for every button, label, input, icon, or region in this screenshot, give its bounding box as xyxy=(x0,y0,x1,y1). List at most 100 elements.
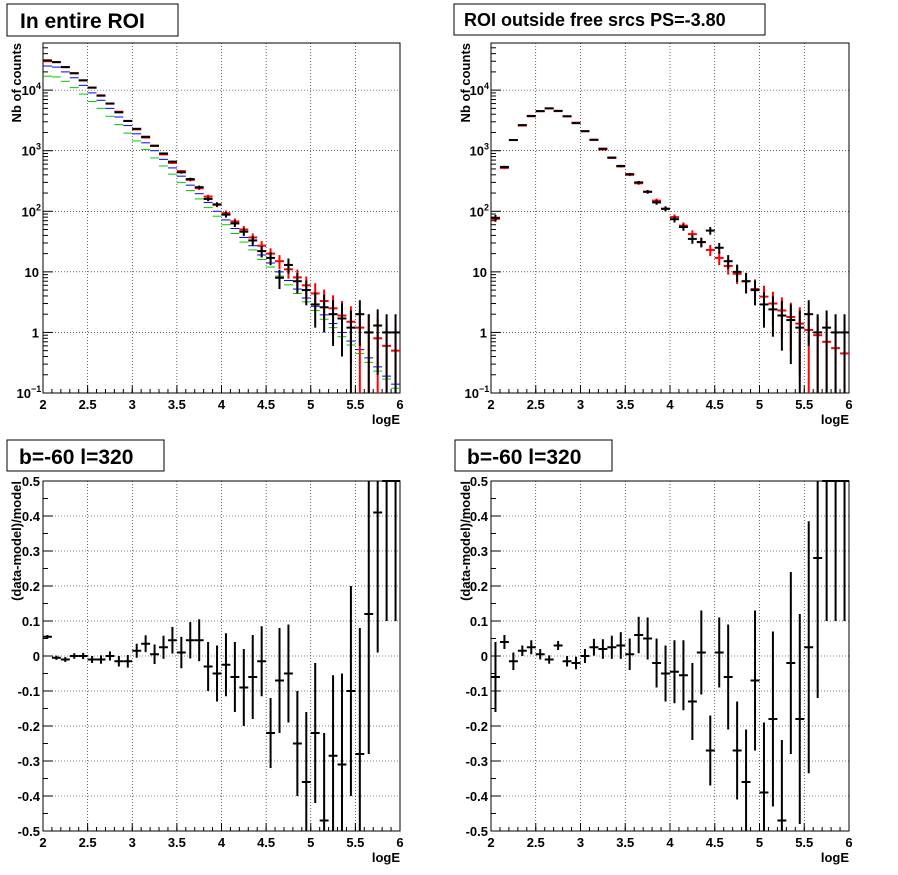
data-point xyxy=(391,480,400,621)
x-tick-label: 4.5 xyxy=(706,397,724,412)
y-tick-label: 10 xyxy=(470,204,484,219)
data-point xyxy=(831,480,841,621)
x-tick-label: 2 xyxy=(39,835,46,850)
x-tick-label: 4 xyxy=(218,397,226,412)
y-tick-label: -0.4 xyxy=(18,789,41,804)
y-axis-label: Nb of counts xyxy=(458,43,473,122)
data-point xyxy=(328,675,338,831)
data-point xyxy=(185,177,195,181)
data-point xyxy=(661,206,670,212)
data-point xyxy=(786,572,796,754)
data-point xyxy=(491,642,500,712)
data-point xyxy=(804,521,814,774)
data-point xyxy=(114,111,124,114)
data-point xyxy=(652,200,662,205)
y-tick-label: 0.2 xyxy=(22,579,40,594)
x-tick-label: 4.5 xyxy=(257,397,275,412)
data-point xyxy=(687,663,697,740)
title-box xyxy=(6,439,165,472)
data-point xyxy=(150,644,160,665)
y-tick-label: 0.1 xyxy=(470,614,488,629)
x-tick-label: 5.5 xyxy=(346,835,364,850)
data-point xyxy=(517,124,527,127)
data-point xyxy=(301,712,311,831)
y-tick-exponent: 2 xyxy=(484,202,489,212)
x-tick-label: 3.5 xyxy=(168,835,186,850)
data-point xyxy=(319,733,329,831)
x-tick-label: 4 xyxy=(666,835,674,850)
x-tick-label: 4 xyxy=(218,835,226,850)
data-point xyxy=(777,740,787,831)
y-tick-label: 10 xyxy=(473,265,487,280)
data-point xyxy=(678,223,688,231)
data-point xyxy=(696,237,706,248)
data-point xyxy=(221,211,231,218)
data-point xyxy=(275,628,284,733)
data-point xyxy=(580,130,590,133)
data-point xyxy=(822,480,832,621)
data-point xyxy=(616,164,626,168)
data-point xyxy=(212,645,222,702)
data-point xyxy=(123,654,133,668)
data-point xyxy=(69,653,79,659)
data-point xyxy=(678,640,688,711)
x-tick-label: 5 xyxy=(756,397,763,412)
data-point xyxy=(221,633,231,697)
data-point xyxy=(275,255,284,270)
y-tick-label: 1 xyxy=(32,325,39,340)
data-point xyxy=(266,252,276,266)
y-tick-label: -0.3 xyxy=(18,754,40,769)
y-tick-label: 10 xyxy=(22,144,36,159)
chart-title: In entire ROI xyxy=(20,10,145,33)
data-series xyxy=(43,59,400,393)
data-point xyxy=(535,110,545,113)
x-tick-label: 5 xyxy=(307,835,314,850)
x-tick-label: 3.5 xyxy=(616,835,634,850)
y-tick-label: -0.3 xyxy=(466,754,488,769)
y-axis-label: (data-model)/model xyxy=(458,481,473,601)
x-tick-label: 2.5 xyxy=(527,835,545,850)
grid xyxy=(490,480,850,832)
data-point xyxy=(544,655,554,664)
data-point xyxy=(203,642,213,691)
x-tick-label: 4.5 xyxy=(257,835,275,850)
data-point xyxy=(571,656,581,670)
data-point xyxy=(553,109,563,112)
data-point xyxy=(248,635,258,719)
data-point xyxy=(257,626,267,697)
x-tick-labels: 2 2.5 3 3.5 4 4.5 5 5.5 6 xyxy=(39,835,403,850)
data-point xyxy=(212,202,222,207)
data-point xyxy=(499,165,509,169)
data-point xyxy=(786,304,796,365)
data-point xyxy=(105,102,115,105)
y-tick-label: -0.1 xyxy=(18,684,40,699)
data-point xyxy=(508,139,518,142)
x-tick-label: 3 xyxy=(129,835,136,850)
data-point xyxy=(159,635,168,659)
y-tick-label: 0.4 xyxy=(22,509,41,524)
data-point xyxy=(544,107,554,110)
x-tick-label: 2 xyxy=(39,397,46,412)
x-tick-label: 4 xyxy=(666,397,674,412)
x-axis-label: logE xyxy=(821,412,849,427)
data-point xyxy=(562,656,572,667)
data-point xyxy=(203,196,213,202)
x-tick-labels: 2 2.5 3 3.5 4 4.5 5 5.5 6 xyxy=(39,397,403,412)
panel-residuals-left: 2 2.5 3 3.5 4 4.5 5 5.5 6 -0.5 -0.4 -0.3 -0.2 -0.1 0 0… xyxy=(6,439,404,865)
y-tick-exponent: 4 xyxy=(36,81,41,91)
x-tick-label: 5.5 xyxy=(795,397,813,412)
data-point xyxy=(741,729,751,831)
data-point xyxy=(337,303,347,357)
y-tick-label: -0.5 xyxy=(466,824,488,839)
data-point xyxy=(239,228,249,236)
data-series xyxy=(43,75,400,389)
data-point xyxy=(150,144,160,147)
data-point xyxy=(346,586,356,796)
data-point xyxy=(167,626,177,654)
x-tick-label: 2 xyxy=(487,835,494,850)
data-point xyxy=(571,122,581,125)
data-point xyxy=(96,655,106,664)
data-point xyxy=(804,300,814,346)
